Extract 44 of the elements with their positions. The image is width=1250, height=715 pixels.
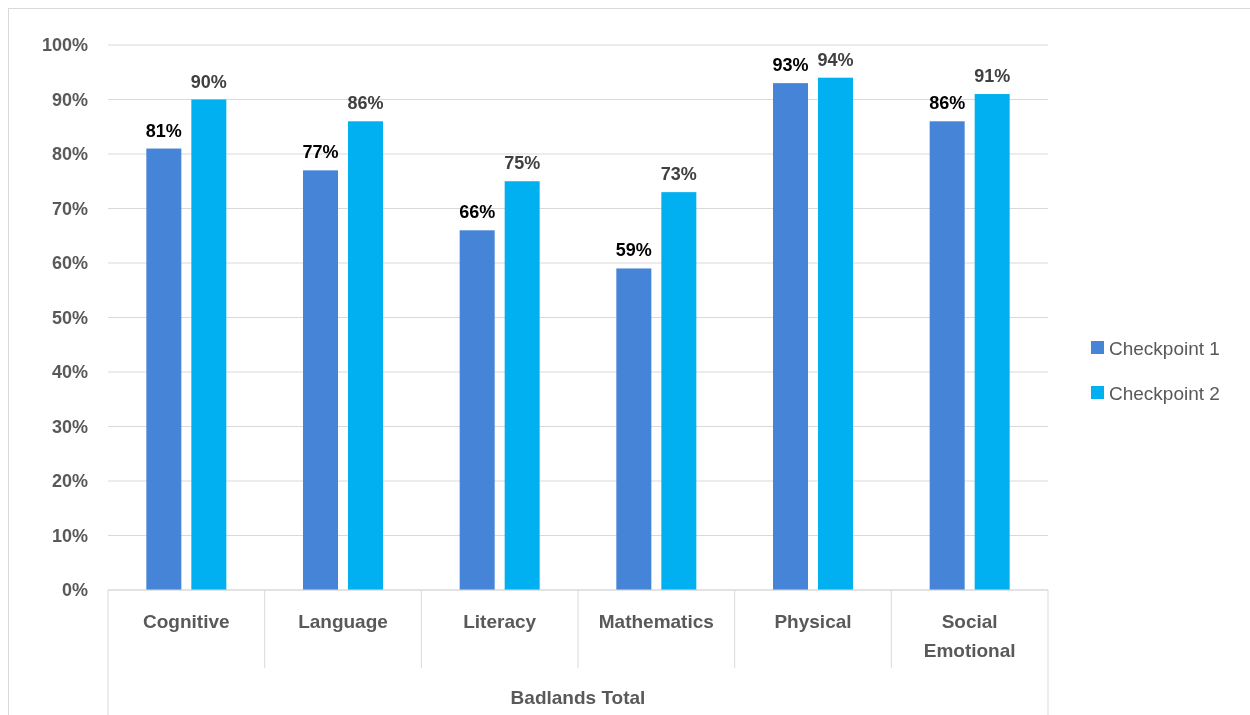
y-tick-label: 70% bbox=[51, 198, 88, 219]
x-axis-title: Badlands Total bbox=[510, 687, 646, 708]
data-label: 94% bbox=[817, 49, 854, 70]
data-label: 93% bbox=[772, 55, 809, 76]
bar bbox=[504, 181, 540, 590]
bar bbox=[773, 83, 808, 590]
bar bbox=[818, 77, 853, 590]
x-tick-label: Social Emotional bbox=[923, 611, 1016, 661]
y-tick-label: 90% bbox=[51, 89, 88, 110]
y-tick-label: 50% bbox=[51, 307, 88, 328]
y-tick-label: 10% bbox=[51, 525, 88, 546]
bar bbox=[974, 94, 1010, 590]
x-tick-label: Language bbox=[298, 611, 388, 632]
bar bbox=[191, 99, 227, 590]
x-tick-label: Literacy bbox=[463, 611, 537, 632]
y-tick-label: 60% bbox=[51, 253, 88, 274]
legend-label: Checkpoint 2 bbox=[1109, 382, 1220, 404]
y-tick-label: 0% bbox=[61, 580, 88, 601]
x-tick-label: Physical bbox=[774, 611, 852, 632]
data-label: 75% bbox=[504, 153, 541, 174]
x-tick-label: Mathematics bbox=[598, 611, 714, 632]
bar bbox=[661, 192, 697, 590]
data-label: 77% bbox=[302, 142, 339, 163]
y-tick-label: 80% bbox=[51, 144, 88, 165]
bar bbox=[929, 121, 965, 590]
bar bbox=[348, 121, 383, 590]
data-label: 91% bbox=[974, 66, 1011, 87]
data-label: 86% bbox=[929, 93, 966, 114]
data-label: 59% bbox=[615, 240, 652, 261]
data-label: 86% bbox=[347, 93, 384, 114]
data-label: 81% bbox=[145, 120, 182, 141]
y-tick-label: 100% bbox=[41, 35, 88, 56]
data-label: 73% bbox=[660, 164, 697, 185]
y-tick-label: 40% bbox=[51, 362, 88, 383]
data-label: 66% bbox=[459, 202, 496, 223]
legend-label: Checkpoint 1 bbox=[1109, 337, 1220, 359]
y-tick-label: 20% bbox=[51, 471, 88, 492]
bar bbox=[616, 268, 652, 590]
bar bbox=[459, 230, 495, 590]
y-tick-label: 30% bbox=[51, 416, 88, 437]
bar bbox=[303, 170, 338, 590]
x-tick-label: Cognitive bbox=[143, 611, 230, 632]
bar bbox=[146, 148, 182, 590]
data-label: 90% bbox=[190, 71, 227, 92]
